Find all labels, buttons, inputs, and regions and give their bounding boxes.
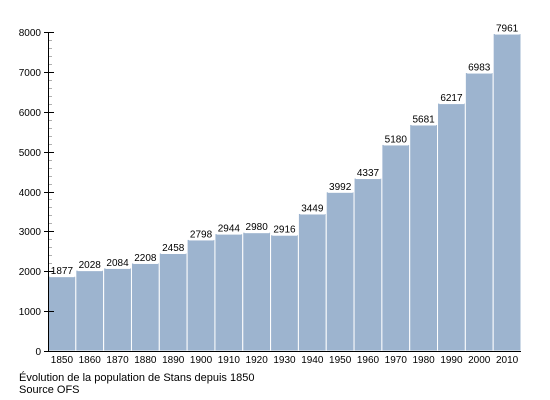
x-axis: 1850 1860 1870 1880 1890 1900 1910 1920 1930 1940… xyxy=(48,351,521,366)
data-label-1980: 5681 xyxy=(412,114,435,125)
data-label-1910: 2944 xyxy=(218,224,241,235)
data-label-bg xyxy=(439,93,465,105)
bar-1950 xyxy=(325,191,355,352)
x-tick-label-1940: 1940 xyxy=(301,355,324,366)
x-tick-label-1850: 1850 xyxy=(51,355,74,366)
y-tick-label: 7000 xyxy=(19,68,42,79)
data-label-2000: 6983 xyxy=(468,63,491,74)
bars xyxy=(47,33,522,352)
x-tick-label-2000: 2000 xyxy=(468,355,491,366)
bar-1850 xyxy=(47,275,77,352)
data-label-bg xyxy=(300,203,325,215)
data-label-bg xyxy=(328,181,353,193)
x-tick-label-1930: 1930 xyxy=(273,355,296,366)
data-label-bg xyxy=(467,62,492,74)
data-label-bg xyxy=(494,23,520,35)
x-tick-label-1960: 1960 xyxy=(357,355,380,366)
data-label-bg xyxy=(383,134,409,146)
bar-1980 xyxy=(409,123,439,352)
data-label-bg xyxy=(77,260,103,272)
bar-2010 xyxy=(492,33,522,352)
data-label-1860: 2028 xyxy=(79,260,102,271)
data-label-bg xyxy=(355,168,381,180)
y-tick-label: 0 xyxy=(35,347,41,358)
y-axis: 0 1000 2000 3000 4000 5000 6000 7000 8000 xyxy=(19,28,54,358)
y-tick-label: 6000 xyxy=(19,108,42,119)
x-tick-label-1950: 1950 xyxy=(329,355,352,366)
data-label-1850: 1877 xyxy=(51,266,74,277)
x-tick-label-1880: 1880 xyxy=(134,355,157,366)
bar-1990 xyxy=(437,102,466,352)
data-label-bg xyxy=(161,242,186,254)
x-tick-label-1890: 1890 xyxy=(162,355,185,366)
x-tick-label-1920: 1920 xyxy=(246,355,269,366)
data-label-1890: 2458 xyxy=(162,243,185,254)
x-tick-label-1970: 1970 xyxy=(385,355,408,366)
bar-2000 xyxy=(464,72,494,352)
data-label-1950: 3992 xyxy=(329,182,352,193)
bar-1930 xyxy=(270,234,299,352)
data-label-1960: 4337 xyxy=(357,168,380,179)
x-tick-label-1860: 1860 xyxy=(79,355,102,366)
data-label-bg xyxy=(133,252,158,264)
y-tick-label: 2000 xyxy=(19,267,42,278)
x-tick-label-1990: 1990 xyxy=(440,355,463,366)
data-label-1940: 3449 xyxy=(301,203,324,214)
data-label-2010: 7961 xyxy=(496,24,519,35)
data-label-1920: 2980 xyxy=(246,222,269,233)
y-tick-label: 1000 xyxy=(19,307,42,318)
caption-source: Source OFS xyxy=(19,384,80,396)
data-label-bg xyxy=(105,257,131,269)
bar-1890 xyxy=(158,252,188,352)
bar-1940 xyxy=(297,212,327,352)
y-tick-label: 4000 xyxy=(19,188,42,199)
data-label-bg xyxy=(411,114,437,126)
x-tick-label-1980: 1980 xyxy=(412,355,435,366)
bar-1970 xyxy=(381,143,411,352)
bar-1860 xyxy=(75,269,105,352)
bar-1910 xyxy=(214,233,244,352)
data-label-bg xyxy=(244,222,270,234)
data-label-bg xyxy=(272,224,298,236)
bar-1960 xyxy=(353,177,383,352)
data-labels: 1877 2028 2084 2208 2458 2798 2944 2980 2916 3449… xyxy=(49,23,520,278)
bar-1870 xyxy=(103,267,132,352)
data-label-1930: 2916 xyxy=(273,225,296,236)
x-tick-label-1900: 1900 xyxy=(190,355,213,366)
data-label-1970: 5180 xyxy=(385,134,408,145)
caption-title: Évolution de la population de Stans depu… xyxy=(19,372,255,384)
data-label-bg xyxy=(188,229,214,241)
x-tick-label-2010: 2010 xyxy=(496,355,519,366)
data-label-1900: 2798 xyxy=(190,229,213,240)
data-label-1870: 2084 xyxy=(106,258,129,269)
bar-1900 xyxy=(186,238,216,352)
y-tick-label: 8000 xyxy=(19,28,42,39)
x-tick-label-1910: 1910 xyxy=(218,355,241,366)
data-label-1880: 2208 xyxy=(134,253,157,264)
data-label-bg xyxy=(49,266,75,278)
y-tick-label: 5000 xyxy=(19,148,42,159)
data-label-bg xyxy=(216,223,242,235)
data-label-1990: 6217 xyxy=(440,93,463,104)
bar-1920 xyxy=(242,231,272,352)
bar-1880 xyxy=(130,262,160,352)
x-tick-label-1870: 1870 xyxy=(106,355,129,366)
y-tick-label: 3000 xyxy=(19,227,42,238)
